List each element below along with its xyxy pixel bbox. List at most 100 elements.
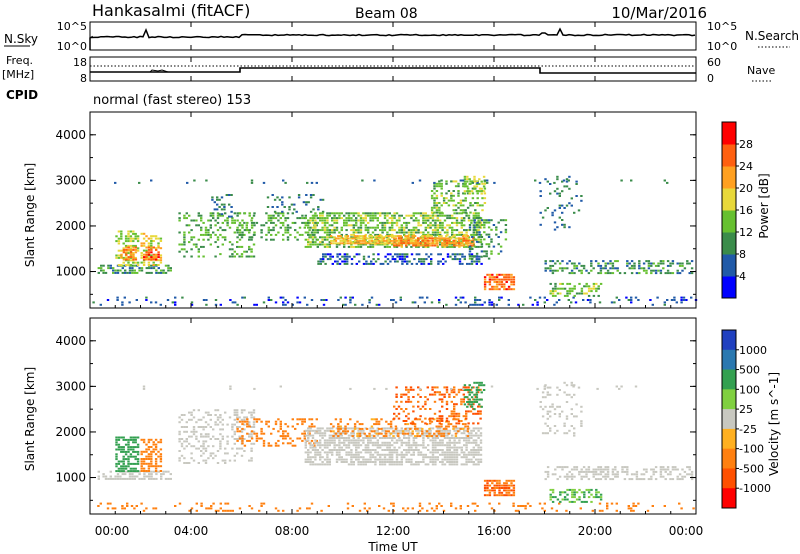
velocity-echo-cell bbox=[666, 468, 670, 471]
power-echo-cell bbox=[610, 301, 614, 304]
power-colorbar-segment bbox=[722, 232, 736, 255]
velocity-echo-cell bbox=[388, 437, 391, 439]
power-echo-cell bbox=[204, 231, 208, 234]
velocity-echo-cell bbox=[443, 453, 447, 456]
power-echo-cell bbox=[364, 241, 367, 244]
velocity-echo-cell bbox=[248, 459, 251, 462]
velocity-echo-cell bbox=[614, 473, 617, 476]
velocity-echo-cell bbox=[611, 470, 615, 473]
power-echo-cell bbox=[393, 244, 396, 247]
power-echo-cell bbox=[147, 244, 151, 247]
power-echo-cell bbox=[148, 267, 151, 270]
velocity-echo-cell bbox=[351, 505, 354, 507]
power-echo-cell bbox=[412, 212, 415, 215]
power-echo-cell bbox=[326, 238, 329, 241]
velocity-echo-cell bbox=[343, 427, 346, 430]
velocity-echo-cell bbox=[435, 507, 438, 510]
y-tick-label: 3000 bbox=[55, 379, 86, 393]
power-echo-cell bbox=[675, 301, 678, 304]
power-echo-cell bbox=[488, 288, 492, 291]
velocity-echo-cell bbox=[443, 451, 447, 454]
power-echo-cell bbox=[475, 185, 479, 188]
power-echo-cell bbox=[364, 224, 367, 227]
velocity-echo-cell bbox=[357, 461, 360, 463]
velocity-echo-cell bbox=[472, 429, 475, 432]
power-echo-cell bbox=[468, 192, 471, 195]
velocity-echo-cell bbox=[455, 437, 459, 439]
velocity-echo-cell bbox=[314, 451, 317, 454]
power-echo-cell bbox=[420, 258, 423, 261]
power-echo-cell bbox=[399, 299, 402, 301]
velocity-echo-cell bbox=[380, 418, 383, 421]
power-echo-cell bbox=[597, 285, 600, 288]
power-echo-cell bbox=[504, 224, 508, 226]
velocity-echo-cell bbox=[638, 478, 641, 481]
velocity-echo-cell bbox=[433, 391, 437, 394]
power-echo-cell bbox=[136, 237, 140, 240]
power-echo-cell bbox=[236, 229, 239, 232]
velocity-echo-cell bbox=[412, 388, 415, 391]
power-echo-cell bbox=[291, 221, 294, 224]
velocity-echo-cell bbox=[195, 509, 198, 512]
velocity-echo-cell bbox=[454, 418, 458, 421]
power-echo-cell bbox=[474, 299, 477, 301]
velocity-echo-cell bbox=[642, 468, 646, 471]
power-echo-cell bbox=[606, 272, 610, 275]
power-echo-cell bbox=[473, 245, 476, 248]
power-echo-cell bbox=[183, 238, 186, 241]
power-echo-cell bbox=[284, 226, 287, 229]
power-echo-cell bbox=[286, 224, 290, 227]
velocity-echo-cell bbox=[543, 385, 546, 388]
velocity-echo-cell bbox=[355, 444, 358, 447]
power-echo-cell bbox=[380, 242, 383, 245]
velocity-echo-cell bbox=[152, 441, 155, 444]
velocity-echo-cell bbox=[477, 386, 480, 389]
power-echo-cell bbox=[347, 212, 351, 215]
power-echo-cell bbox=[434, 219, 437, 222]
velocity-echo-cell bbox=[308, 432, 311, 435]
power-echo-cell bbox=[647, 267, 651, 270]
power-echo-cell bbox=[207, 233, 210, 236]
power-echo-cell bbox=[120, 235, 123, 238]
power-echo-cell bbox=[277, 219, 280, 222]
velocity-echo-cell bbox=[359, 451, 363, 454]
power-echo-cell bbox=[465, 242, 468, 245]
power-echo-cell bbox=[616, 260, 619, 263]
velocity-echo-cell bbox=[202, 426, 205, 428]
freq-right-tick-bottom: 0 bbox=[707, 72, 714, 85]
power-echo-cell bbox=[436, 229, 439, 232]
velocity-echo-cell bbox=[662, 475, 665, 478]
velocity-echo-cell bbox=[587, 488, 591, 491]
velocity-echo-cell bbox=[470, 405, 474, 408]
power-echo-cell bbox=[566, 282, 569, 285]
velocity-echo-cell bbox=[373, 435, 376, 438]
velocity-echo-cell bbox=[248, 425, 251, 428]
velocity-echo-cell bbox=[350, 427, 353, 430]
power-echo-cell bbox=[282, 179, 285, 182]
power-echo-cell bbox=[250, 179, 254, 182]
velocity-echo-cell bbox=[424, 396, 427, 398]
velocity-echo-cell bbox=[200, 426, 203, 428]
power-echo-cell bbox=[424, 212, 427, 215]
power-echo-cell bbox=[472, 212, 475, 215]
power-echo-cell bbox=[483, 202, 487, 204]
velocity-echo-cell bbox=[311, 449, 315, 451]
power-echo-cell bbox=[490, 301, 494, 304]
velocity-echo-cell bbox=[160, 477, 163, 480]
power-echo-cell bbox=[142, 244, 146, 247]
power-colorbar-segment bbox=[722, 122, 736, 145]
velocity-echo-cell bbox=[397, 405, 401, 408]
power-echo-cell bbox=[142, 261, 146, 264]
velocity-echo-cell bbox=[282, 435, 285, 438]
velocity-echo-cell bbox=[136, 446, 140, 449]
velocity-echo-cell bbox=[310, 425, 314, 428]
power-echo-cell bbox=[479, 238, 483, 241]
velocity-echo-cell bbox=[392, 502, 395, 505]
velocity-echo-cell bbox=[458, 439, 461, 442]
velocity-echo-cell bbox=[140, 470, 143, 472]
velocity-echo-cell bbox=[546, 432, 549, 435]
velocity-echo-cell bbox=[395, 441, 399, 444]
power-echo-cell bbox=[559, 287, 562, 290]
power-echo-cell bbox=[398, 238, 401, 241]
power-echo-cell bbox=[328, 214, 331, 217]
